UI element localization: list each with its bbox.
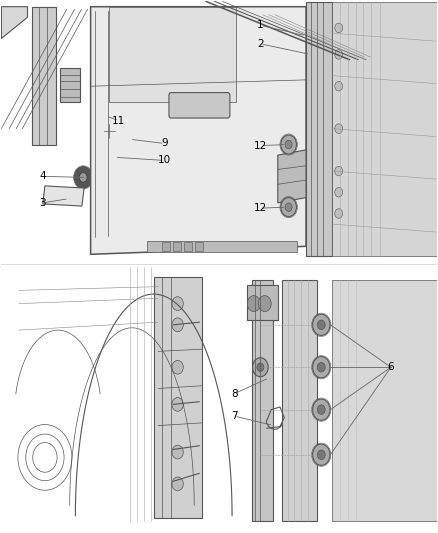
- Polygon shape: [110, 7, 237, 102]
- Bar: [184, 242, 192, 251]
- Circle shape: [172, 318, 184, 332]
- Circle shape: [335, 188, 343, 197]
- Circle shape: [285, 140, 292, 149]
- Polygon shape: [278, 150, 306, 203]
- FancyBboxPatch shape: [169, 93, 230, 118]
- Text: 9: 9: [161, 139, 168, 149]
- Circle shape: [257, 363, 264, 372]
- Circle shape: [313, 314, 330, 335]
- Circle shape: [335, 82, 343, 91]
- Polygon shape: [43, 186, 84, 206]
- Circle shape: [335, 23, 343, 33]
- Text: 7: 7: [231, 411, 237, 421]
- Circle shape: [281, 198, 297, 216]
- Text: 6: 6: [388, 362, 394, 372]
- Circle shape: [172, 398, 184, 411]
- Polygon shape: [1, 7, 28, 38]
- Bar: [252, 280, 273, 521]
- Circle shape: [172, 445, 184, 459]
- Circle shape: [335, 209, 343, 218]
- Circle shape: [79, 173, 87, 182]
- Bar: [60, 68, 80, 102]
- Circle shape: [335, 50, 343, 59]
- Bar: [173, 242, 181, 251]
- Bar: [282, 280, 317, 521]
- Circle shape: [318, 320, 325, 329]
- Circle shape: [74, 167, 92, 188]
- Circle shape: [285, 203, 292, 212]
- Bar: [332, 280, 437, 521]
- Bar: [147, 240, 297, 252]
- Bar: [247, 285, 278, 319]
- Text: 3: 3: [39, 198, 46, 208]
- Circle shape: [313, 444, 330, 465]
- Circle shape: [318, 362, 325, 372]
- Circle shape: [258, 296, 271, 312]
- Text: 2: 2: [257, 39, 264, 49]
- Text: 10: 10: [158, 156, 171, 165]
- Bar: [332, 3, 437, 256]
- Bar: [32, 7, 56, 144]
- Circle shape: [247, 296, 260, 312]
- Circle shape: [104, 124, 115, 138]
- Bar: [306, 3, 332, 256]
- Circle shape: [105, 136, 114, 147]
- Text: 12: 12: [254, 141, 267, 151]
- Circle shape: [172, 297, 184, 311]
- Bar: [195, 242, 203, 251]
- Circle shape: [318, 450, 325, 459]
- Text: 11: 11: [112, 116, 126, 126]
- Bar: [95, 94, 103, 113]
- Circle shape: [335, 166, 343, 176]
- Polygon shape: [91, 7, 306, 254]
- Text: 8: 8: [231, 389, 237, 399]
- Circle shape: [318, 405, 325, 415]
- Circle shape: [172, 360, 184, 374]
- Bar: [154, 277, 201, 519]
- Circle shape: [281, 135, 297, 154]
- Circle shape: [253, 358, 268, 377]
- Text: 1: 1: [257, 20, 264, 30]
- Bar: [162, 242, 170, 251]
- Circle shape: [313, 357, 330, 378]
- Text: 12: 12: [254, 203, 267, 213]
- Circle shape: [335, 124, 343, 133]
- Circle shape: [172, 477, 184, 491]
- Circle shape: [313, 399, 330, 420]
- Text: 4: 4: [39, 172, 46, 181]
